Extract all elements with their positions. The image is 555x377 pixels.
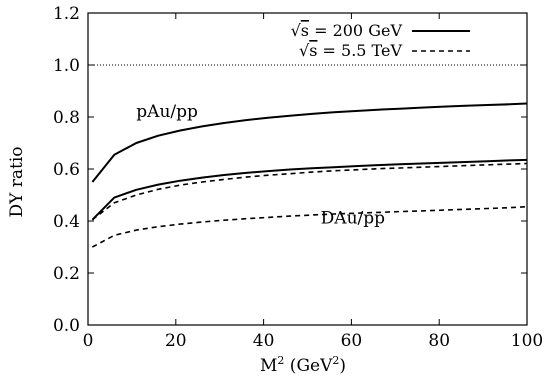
sqrt-var: s — [309, 41, 317, 60]
y-axis-title: DY ratio — [7, 146, 27, 217]
y-tick-label: 0.6 — [53, 160, 80, 180]
series-line-dashed-3 — [92, 205, 528, 248]
series-line-solid-1 — [91, 158, 528, 221]
legend-entry-200gev: √s = 200 GeV — [291, 21, 470, 40]
x-tick-label: 100 — [511, 331, 543, 351]
y-tick-label: 0.0 — [53, 316, 80, 336]
sqrt-symbol: √ — [299, 41, 310, 60]
legend: √s = 200 GeV √s = 5.5 TeV — [291, 21, 470, 60]
annotation-dau-pp: DAu/pp — [321, 209, 385, 229]
y-tick-label: 1.2 — [53, 4, 80, 24]
x-tick-label: 60 — [341, 331, 363, 351]
x-tick-label: 40 — [253, 331, 275, 351]
y-tick-label: 1.0 — [53, 56, 80, 76]
x-tick-label: 20 — [165, 331, 187, 351]
svg-text:√s = 200 GeV: √s = 200 GeV — [291, 21, 403, 40]
axes — [87, 12, 528, 326]
series-line-dashed-2 — [91, 162, 528, 221]
y-tick-label: 0.8 — [53, 108, 80, 128]
sqrt-var: s — [301, 21, 309, 40]
annotation-pau-pp: pAu/pp — [136, 102, 198, 122]
series-layer — [91, 102, 528, 248]
sqrt-symbol: √ — [291, 21, 302, 40]
svg-text:√s = 5.5 TeV: √s = 5.5 TeV — [299, 41, 402, 60]
x-tick-label: 0 — [83, 331, 94, 351]
y-tick-label: 0.2 — [53, 264, 80, 284]
tick-labels: 0 20 40 60 80 100 0.0 0.2 0.4 0.6 0.8 1.0 1.2 — [53, 4, 543, 351]
legend-entry-5-5tev: √s = 5.5 TeV — [299, 41, 470, 60]
series-line-solid-0 — [91, 102, 528, 183]
x-tick-label: 80 — [428, 331, 450, 351]
legend-label-5-5tev: = 5.5 TeV — [317, 41, 402, 60]
y-tick-label: 0.4 — [53, 212, 80, 232]
x-axis-title: M2 (GeV2) — [260, 354, 346, 376]
legend-label-200gev: = 200 GeV — [309, 21, 402, 40]
